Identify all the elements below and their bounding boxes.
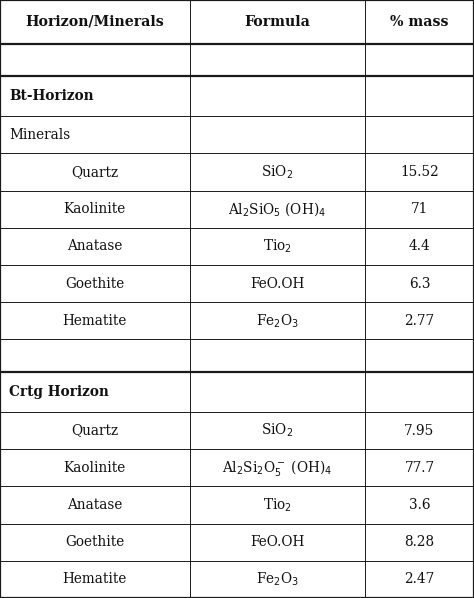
Text: 2.77: 2.77 [404,314,435,328]
Text: Bt-Horizon: Bt-Horizon [9,89,94,103]
Text: Anatase: Anatase [67,239,122,254]
Text: Minerals: Minerals [9,128,71,142]
Text: Tio$_2$: Tio$_2$ [263,496,292,514]
Text: Kaolinite: Kaolinite [64,202,126,216]
Text: Goethite: Goethite [65,277,124,291]
Text: Anatase: Anatase [67,498,122,512]
Text: 77.7: 77.7 [404,460,435,475]
Text: 4.4: 4.4 [409,239,430,254]
Text: 3.6: 3.6 [409,498,430,512]
Text: Hematite: Hematite [63,572,127,587]
Text: SiO$_2$: SiO$_2$ [261,163,293,181]
Text: % mass: % mass [390,15,449,29]
Text: Fe$_2$O$_3$: Fe$_2$O$_3$ [256,312,299,329]
Text: FeO.OH: FeO.OH [250,535,304,549]
Text: FeO.OH: FeO.OH [250,277,304,291]
Text: Goethite: Goethite [65,535,124,549]
Text: Fe$_2$O$_3$: Fe$_2$O$_3$ [256,570,299,588]
Text: Kaolinite: Kaolinite [64,460,126,475]
Text: Quartz: Quartz [71,423,118,438]
Text: 8.28: 8.28 [404,535,435,549]
Text: Al$_2$Si$_2$O$_5^-$ (OH)$_4$: Al$_2$Si$_2$O$_5^-$ (OH)$_4$ [222,457,332,478]
Text: Formula: Formula [245,15,310,29]
Text: 6.3: 6.3 [409,277,430,291]
Text: 15.52: 15.52 [400,165,439,179]
Text: Quartz: Quartz [71,165,118,179]
Text: 7.95: 7.95 [404,423,435,438]
Text: 71: 71 [411,202,428,216]
Text: Horizon/Minerals: Horizon/Minerals [26,15,164,29]
Text: 2.47: 2.47 [404,572,435,587]
Text: Tio$_2$: Tio$_2$ [263,237,292,255]
Text: SiO$_2$: SiO$_2$ [261,422,293,440]
Text: Hematite: Hematite [63,314,127,328]
Text: Crtg Horizon: Crtg Horizon [9,385,109,399]
Text: Al$_2$SiO$_5$ (OH)$_4$: Al$_2$SiO$_5$ (OH)$_4$ [228,200,326,218]
